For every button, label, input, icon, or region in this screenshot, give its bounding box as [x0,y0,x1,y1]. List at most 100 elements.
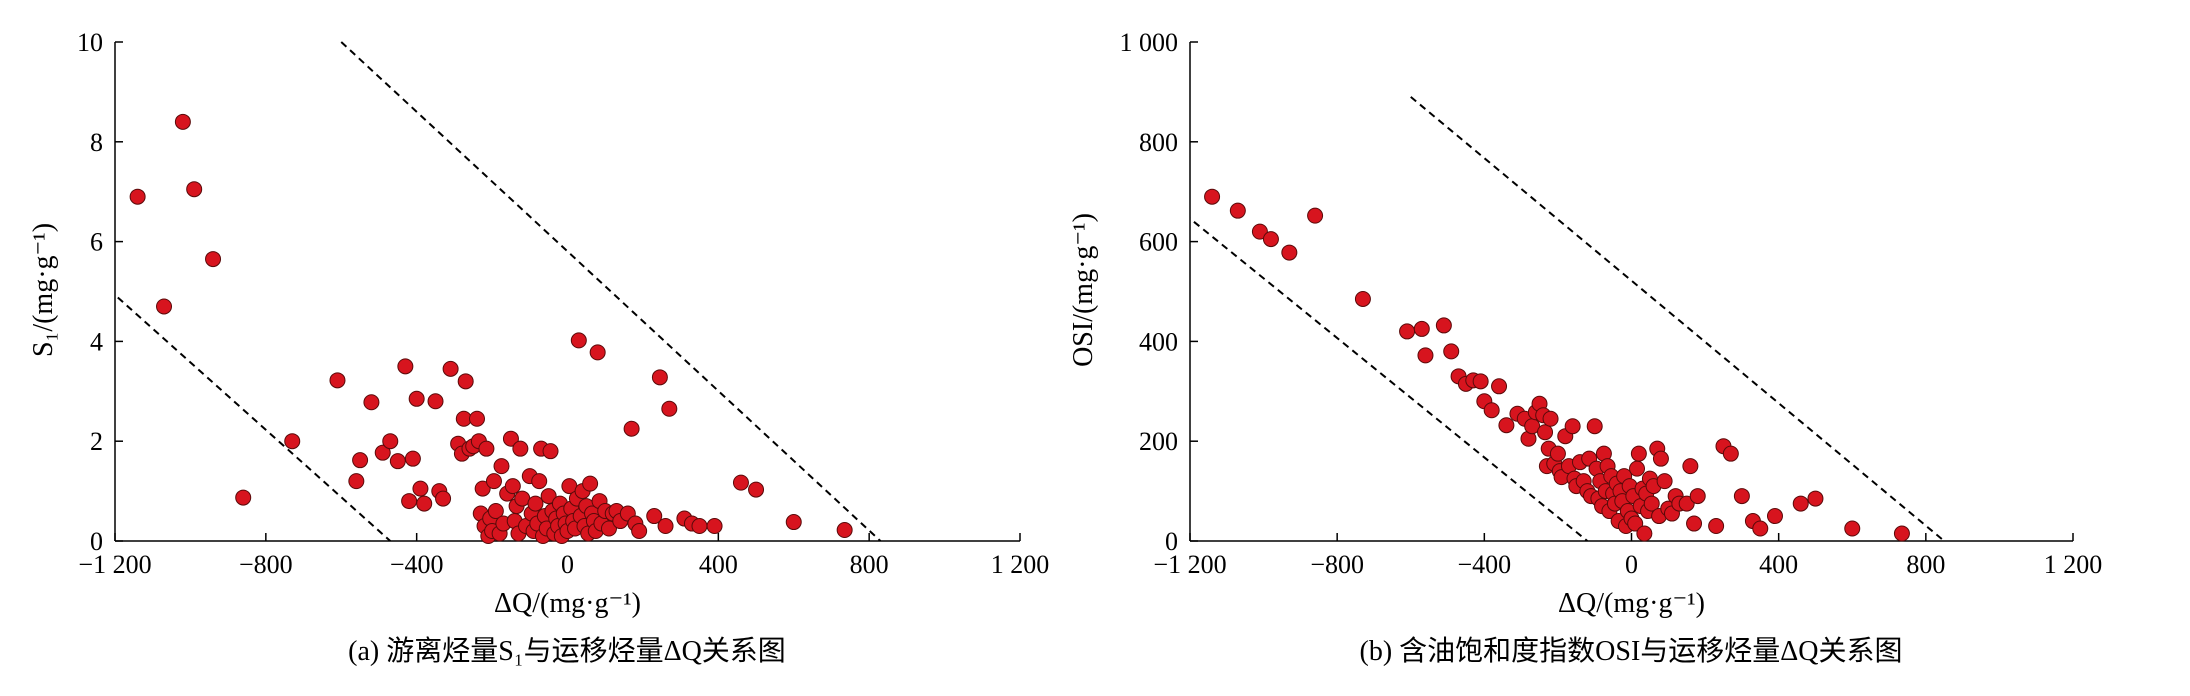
x-axis-label: ΔQ/(mg·g⁻¹) [494,588,641,619]
data-point [1251,223,1268,240]
y-tick-label: 8 [90,128,103,157]
data-point [1537,424,1554,441]
data-point [691,518,708,535]
data-point [156,298,173,315]
data-point [1204,188,1221,205]
data-point [1307,207,1324,224]
data-point [1766,508,1783,525]
data-point [1472,373,1489,390]
data-point [487,503,504,520]
y-tick-label: 0 [1165,527,1178,556]
y-tick-label: 800 [1139,128,1178,157]
x-tick-label: −400 [390,550,444,579]
y-tick-label: 10 [77,28,103,57]
data-point [600,520,617,537]
data-point [542,443,559,460]
data-point [1629,460,1646,477]
data-point [1483,402,1500,419]
data-point [478,440,495,457]
data-point [435,490,452,507]
data-point [205,251,222,268]
x-tick-label: 1 200 [991,550,1050,579]
data-point [352,452,369,469]
data-point [1722,445,1739,462]
x-tick-label: −800 [1310,550,1364,579]
data-point [1752,520,1769,537]
data-point [1807,490,1824,507]
data-point [397,358,414,375]
data-point [1281,244,1298,261]
data-point [404,450,421,467]
y-tick-label: 200 [1139,427,1178,456]
data-point [1792,495,1809,512]
data-point [485,473,502,490]
data-point [416,495,433,512]
y-tick-label: 6 [90,228,103,257]
data-point [1893,525,1910,542]
data-point [1682,458,1699,475]
x-tick-label: 800 [1906,550,1945,579]
data-point [1627,515,1644,532]
data-point [527,495,544,512]
figure-caption: (a) 游离烃量S₁与运移烃量ΔQ关系图 [348,635,786,667]
data-point [748,481,765,498]
data-point [582,475,599,492]
data-point [442,360,459,377]
data-point [382,433,399,450]
x-tick-label: 400 [1759,550,1798,579]
data-point [186,181,203,198]
data-point [661,400,678,417]
y-axis-label: S₁/(mg·g⁻¹) [28,223,59,357]
data-point [374,444,391,461]
x-tick-label: 0 [561,550,574,579]
data-point [389,453,406,470]
data-point [1435,317,1452,334]
data-point [531,473,548,490]
data-point [589,344,606,361]
x-tick-label: 800 [850,550,889,579]
y-tick-label: 1 000 [1120,28,1179,57]
data-point [1262,231,1279,248]
data-point [129,188,146,205]
data-point [540,488,557,505]
y-tick-label: 600 [1139,228,1178,257]
data-point [570,332,587,349]
data-point [1733,488,1750,505]
y-axis-label: OSI/(mg·g⁻¹) [1068,213,1099,367]
data-point [1636,525,1653,542]
boundary-dashed-line [1410,96,1945,541]
x-tick-label: −1 200 [1153,550,1226,579]
data-point [474,480,491,497]
data-point [631,523,648,540]
boundary-dashed-line [1190,217,1588,541]
data-point [646,508,663,525]
data-point [512,440,529,457]
data-point [1498,417,1515,434]
data-point [1542,410,1559,427]
data-point [1844,520,1861,537]
data-point [1586,418,1603,435]
data-point [1354,290,1371,307]
y-tick-label: 2 [90,427,103,456]
data-point [1564,418,1581,435]
data-point [1491,378,1508,395]
data-point [1549,445,1566,462]
data-point [401,493,418,510]
boundary-dashed-line [115,293,391,541]
figure-caption: (b) 含油饱和度指数OSI与运移烃量ΔQ关系图 [1360,635,1903,667]
data-point [706,518,723,535]
data-point [284,433,301,450]
panel-b-chart: −1 200 −800 −400 0 400 800 1 200 0 200 400 600 800 1… [1068,28,2102,667]
data-point [329,372,346,389]
data-point [1689,488,1706,505]
data-point [1643,495,1660,512]
boundary-dashed-line [340,41,882,541]
y-tick-label: 4 [90,327,103,356]
x-tick-label: −400 [1457,550,1511,579]
data-point [1652,450,1669,467]
x-axis-label: ΔQ/(mg·g⁻¹) [1558,588,1705,619]
data-point [1678,495,1695,512]
data-point [1413,320,1430,337]
data-point [493,458,510,475]
